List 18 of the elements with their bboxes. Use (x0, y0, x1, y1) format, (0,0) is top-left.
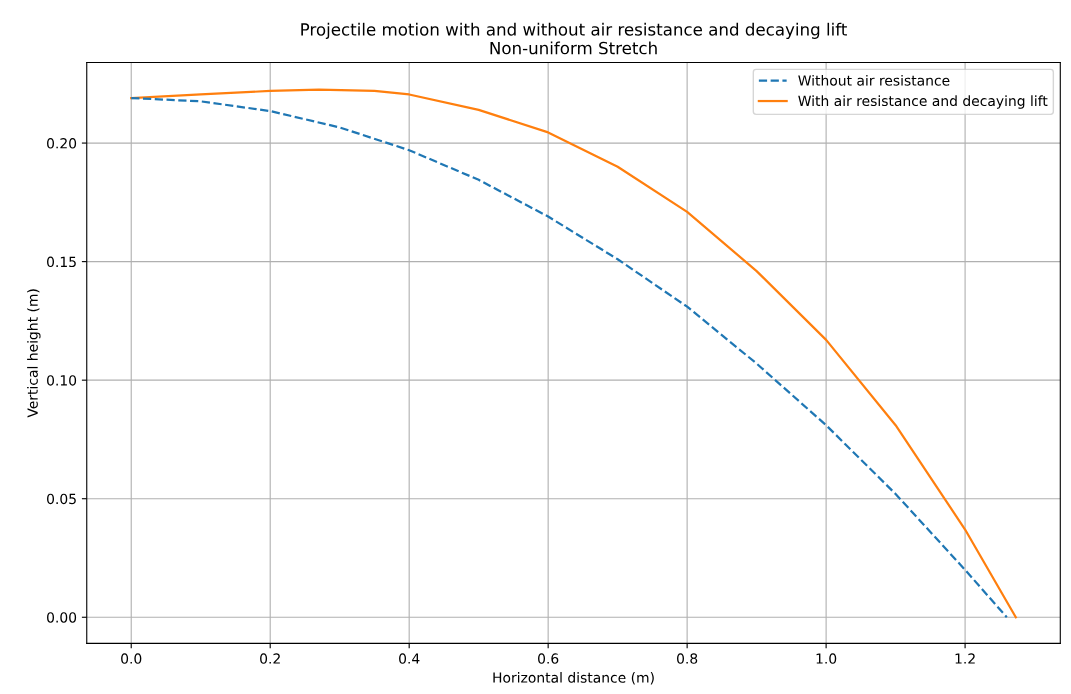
y-tick-label: 0.05 (47, 493, 76, 505)
y-tick-label: 0.20 (47, 138, 77, 149)
x-tick-label: 0.6 (538, 653, 559, 664)
y-tick-label: 0.00 (47, 612, 77, 623)
chart-title: Projectile motion with and without air resistance and decaying lift (301, 22, 847, 39)
legend-label: Without air resistance (798, 74, 950, 86)
x-axis-title: Horizontal distance (m) (493, 672, 654, 685)
x-tick-label: 0.0 (121, 653, 142, 664)
y-tick-label: 0.10 (47, 375, 77, 386)
x-tick-label: 0.2 (260, 653, 280, 664)
x-tick-label: 1.2 (955, 653, 975, 664)
legend-label: With air resistance and decaying lift (798, 95, 1048, 109)
x-tick-label: 0.4 (399, 653, 420, 664)
chart-subtitle: Non-uniform Stretch (490, 41, 657, 55)
y-axis-title: Vertical height (m) (27, 289, 41, 418)
y-tick-label: 0.15 (47, 256, 76, 268)
x-tick-label: 0.8 (677, 653, 698, 664)
x-tick-label: 1.0 (816, 653, 837, 664)
